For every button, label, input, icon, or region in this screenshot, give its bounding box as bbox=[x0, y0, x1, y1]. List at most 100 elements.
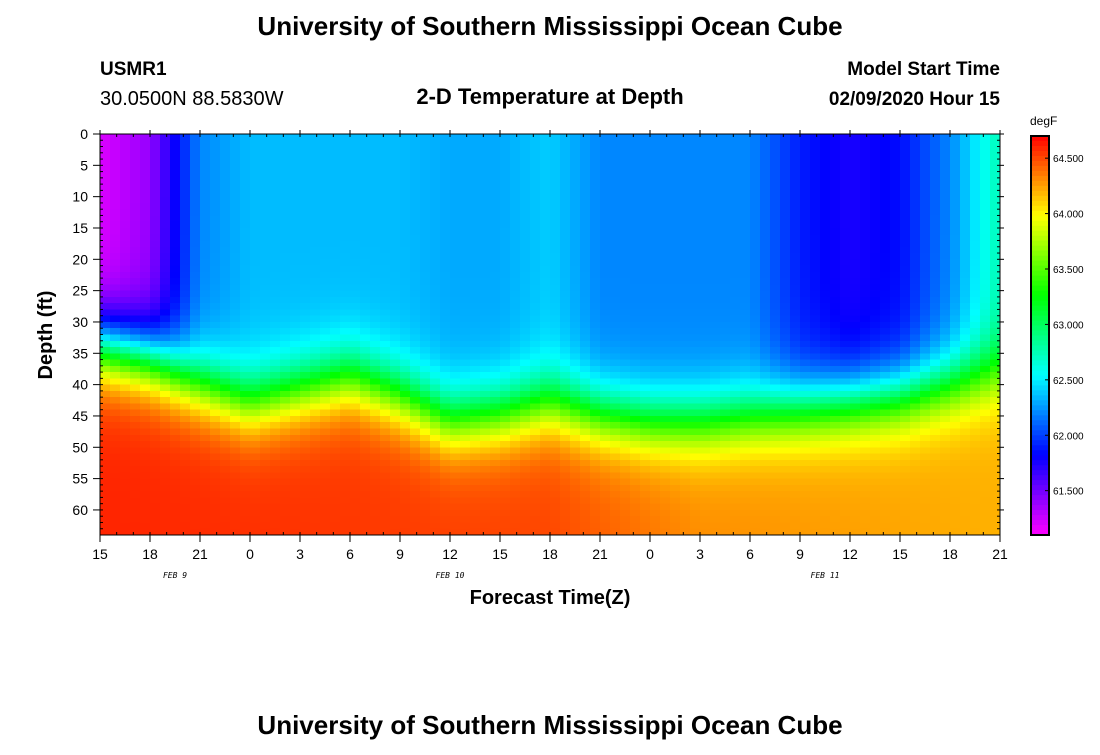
heatmap-cell bbox=[150, 190, 161, 198]
heatmap-cell bbox=[230, 253, 241, 260]
heatmap-cell bbox=[380, 271, 391, 279]
heatmap-cell bbox=[100, 522, 111, 530]
heatmap-cell bbox=[480, 177, 491, 185]
heatmap-cell bbox=[710, 365, 721, 373]
heatmap-cell bbox=[190, 390, 201, 398]
heatmap-cell bbox=[310, 296, 321, 304]
heatmap-cell bbox=[860, 397, 871, 405]
heatmap-cell bbox=[200, 372, 211, 379]
heatmap-cell bbox=[820, 528, 831, 536]
heatmap-cell bbox=[540, 177, 551, 185]
heatmap-cell bbox=[710, 246, 721, 254]
heatmap-cell bbox=[340, 422, 351, 430]
heatmap-cell bbox=[810, 321, 821, 329]
heatmap-cell bbox=[450, 434, 461, 442]
heatmap-cell bbox=[250, 190, 261, 198]
heatmap-cell bbox=[800, 265, 811, 273]
heatmap-cell bbox=[400, 372, 411, 379]
heatmap-cell bbox=[650, 509, 661, 517]
heatmap-cell bbox=[750, 434, 761, 442]
heatmap-cell bbox=[120, 296, 131, 304]
heatmap-cell bbox=[760, 309, 771, 317]
heatmap-cell bbox=[750, 372, 761, 379]
heatmap-cell bbox=[170, 134, 181, 141]
heatmap-cell bbox=[250, 359, 261, 367]
heatmap-cell bbox=[850, 209, 861, 217]
heatmap-cell bbox=[410, 340, 421, 348]
heatmap-cell bbox=[190, 290, 201, 298]
heatmap-cell bbox=[710, 271, 721, 279]
heatmap-cell bbox=[380, 177, 391, 185]
heatmap-cell bbox=[430, 384, 441, 392]
heatmap-cell bbox=[590, 253, 601, 260]
heatmap-cell bbox=[850, 196, 861, 204]
heatmap-cell bbox=[210, 334, 221, 342]
heatmap-cell bbox=[380, 221, 391, 229]
heatmap-cell bbox=[220, 140, 231, 148]
heatmap-cell bbox=[590, 384, 601, 392]
heatmap-cell bbox=[780, 491, 791, 499]
heatmap-cell bbox=[580, 202, 591, 210]
heatmap-cell bbox=[520, 472, 531, 480]
heatmap-cell bbox=[270, 491, 281, 499]
heatmap-cell bbox=[200, 190, 211, 198]
heatmap-cell bbox=[320, 478, 331, 486]
heatmap-cell bbox=[430, 509, 441, 517]
heatmap-cell bbox=[560, 271, 571, 279]
heatmap-cell bbox=[170, 321, 181, 329]
heatmap-cell bbox=[460, 428, 471, 436]
heatmap-cell bbox=[230, 284, 241, 292]
heatmap-cell bbox=[350, 378, 361, 386]
heatmap-cell bbox=[320, 284, 331, 292]
heatmap-cell bbox=[840, 428, 851, 436]
heatmap-cell bbox=[690, 353, 701, 361]
heatmap-cell bbox=[770, 466, 781, 473]
heatmap-cell bbox=[820, 484, 831, 492]
heatmap-cell bbox=[690, 284, 701, 292]
heatmap-cell bbox=[450, 259, 461, 267]
heatmap-cell bbox=[730, 152, 741, 160]
heatmap-cell bbox=[280, 321, 291, 329]
heatmap-cell bbox=[640, 390, 651, 398]
heatmap-cell bbox=[390, 152, 401, 160]
heatmap-cell bbox=[210, 459, 221, 467]
heatmap-cell bbox=[870, 347, 881, 354]
heatmap-cell bbox=[530, 459, 541, 467]
heatmap-cell bbox=[360, 234, 371, 242]
heatmap-cell bbox=[190, 415, 201, 423]
heatmap-cell bbox=[250, 328, 261, 336]
heatmap-cell bbox=[760, 447, 771, 455]
heatmap-cell bbox=[580, 303, 591, 311]
heatmap-cell bbox=[250, 491, 261, 499]
heatmap-cell bbox=[740, 209, 751, 217]
heatmap-cell bbox=[430, 209, 441, 217]
heatmap-cell bbox=[620, 171, 631, 179]
heatmap-cell bbox=[710, 315, 721, 323]
heatmap-cell bbox=[200, 259, 211, 267]
heatmap-cell bbox=[680, 459, 691, 467]
heatmap-cell bbox=[240, 353, 251, 361]
heatmap-cell bbox=[390, 516, 401, 524]
heatmap-cell bbox=[500, 441, 511, 448]
heatmap-cell bbox=[400, 303, 411, 311]
heatmap-cell bbox=[800, 221, 811, 229]
heatmap-cell bbox=[860, 372, 871, 379]
heatmap-cell bbox=[740, 309, 751, 317]
heatmap-cell bbox=[400, 397, 411, 405]
heatmap-cell bbox=[340, 321, 351, 329]
heatmap-cell bbox=[780, 340, 791, 348]
heatmap-cell bbox=[330, 278, 341, 285]
heatmap-cell bbox=[700, 328, 711, 336]
heatmap-cell bbox=[190, 328, 201, 336]
heatmap-cell bbox=[870, 146, 881, 154]
heatmap-cell bbox=[430, 428, 441, 436]
heatmap-cell bbox=[370, 146, 381, 154]
heatmap-cell bbox=[330, 227, 341, 235]
heatmap-cell bbox=[380, 372, 391, 379]
heatmap-cell bbox=[440, 165, 451, 173]
heatmap-cell bbox=[200, 497, 211, 505]
heatmap-cell bbox=[200, 491, 211, 499]
heatmap-cell bbox=[270, 190, 281, 198]
heatmap-cell bbox=[780, 171, 791, 179]
heatmap-cell bbox=[280, 146, 291, 154]
